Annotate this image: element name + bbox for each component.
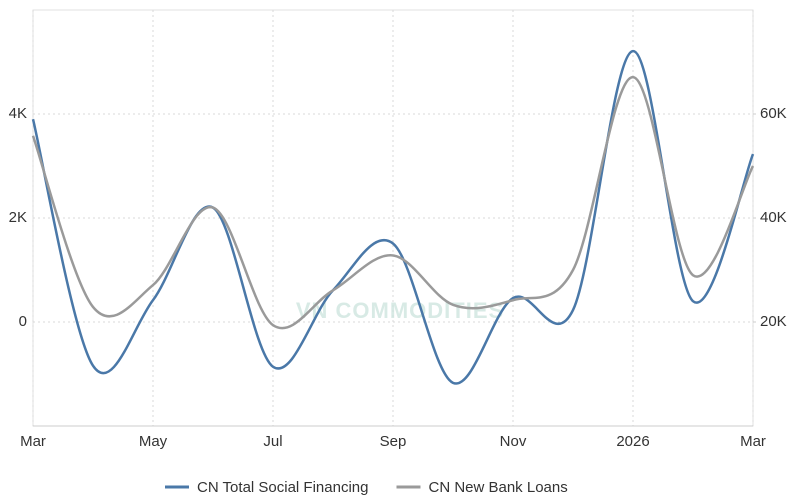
legend: CN Total Social Financing CN New Bank Loa… [165, 479, 568, 496]
legend-label: CN New Bank Loans [428, 479, 567, 496]
y2-tick-label: 60K [760, 105, 787, 122]
watermark: VN COMMODITIES [296, 298, 504, 323]
x-tick-label: May [139, 433, 168, 450]
x-tick-label: Sep [380, 433, 407, 450]
y-tick-label: 0 [19, 313, 27, 330]
x-tick-label: Mar [740, 433, 766, 450]
y2-tick-label: 40K [760, 209, 787, 226]
x-tick-label: 2026 [616, 433, 649, 450]
series-line [31, 49, 755, 385]
y-tick-label: 4K [9, 105, 27, 122]
x-tick-label: Jul [263, 433, 282, 450]
x-tick-label: Mar [20, 433, 46, 450]
y-tick-label: 2K [9, 209, 27, 226]
series-line [31, 75, 755, 330]
legend-label: CN Total Social Financing [197, 479, 368, 496]
y2-tick-label: 20K [760, 313, 787, 330]
x-tick-label: Nov [500, 433, 527, 450]
